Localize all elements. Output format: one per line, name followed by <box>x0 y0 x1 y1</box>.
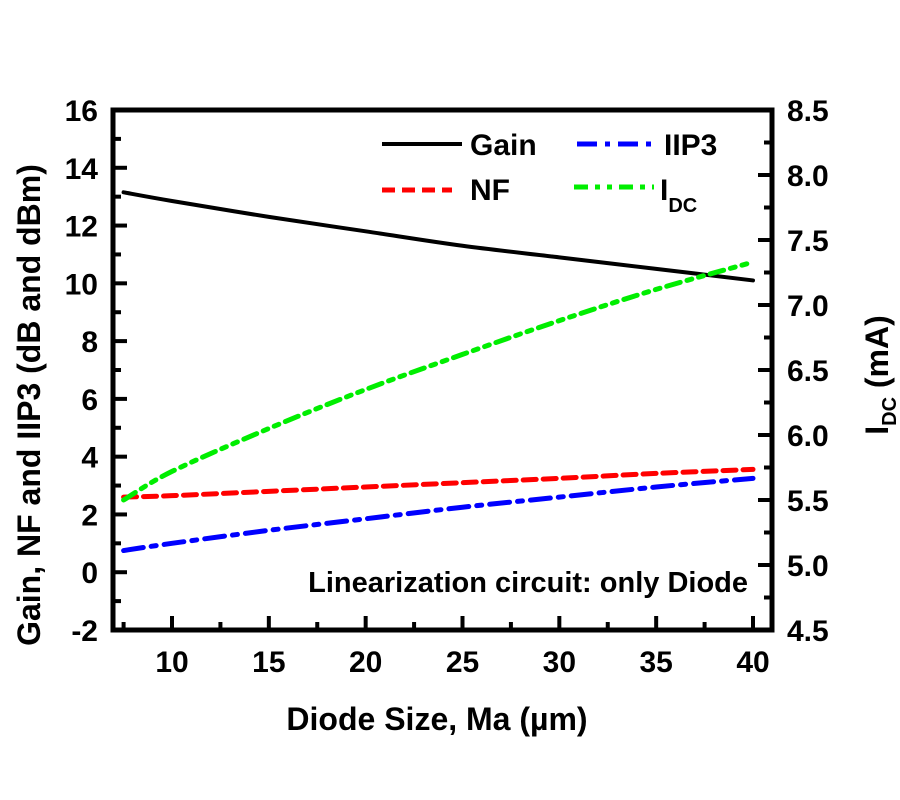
x-tick-label: 15 <box>252 646 285 679</box>
legend-label-idc: IDC <box>660 174 697 217</box>
y-tick-label: 6 <box>81 384 98 417</box>
x-tick-label: 20 <box>349 646 382 679</box>
y2-tick-label: 6.5 <box>787 355 829 388</box>
x-axis-ticks: 10 15 20 25 30 35 40 <box>121 616 770 679</box>
svg-text:IDC (mA): IDC (mA) <box>859 315 900 435</box>
series-layer <box>121 190 756 554</box>
y-axis-title: Gain, NF and IIP3 (dB and dBm) <box>11 164 47 646</box>
y2-tick-label: 7.0 <box>787 290 829 323</box>
series-line-gain <box>121 190 755 283</box>
y2-tick-label: 5.0 <box>787 550 829 583</box>
y2-tick-label: 7.5 <box>787 225 829 258</box>
legend-label-gain: Gain <box>470 129 537 162</box>
y2-axis-title-sub: DC <box>879 397 900 426</box>
series-line-iip3 <box>121 475 756 554</box>
x-tick-label: 25 <box>446 646 479 679</box>
y-tick-label: -2 <box>71 615 98 648</box>
y2-axis-title-unit: (mA) <box>859 315 895 397</box>
legend-label-nf: NF <box>470 174 510 207</box>
y-tick-label: 4 <box>81 442 98 475</box>
y-tick-label: 8 <box>81 326 98 359</box>
y-axis-ticks: -2 0 2 4 6 8 10 12 14 16 <box>65 95 127 648</box>
x-tick-label: 35 <box>639 646 672 679</box>
x-tick-label: 10 <box>155 646 188 679</box>
legend-label-idc-sub: DC <box>668 195 697 217</box>
y-tick-label: 2 <box>81 499 98 532</box>
y2-tick-label: 8.5 <box>787 95 829 128</box>
y2-axis-title: IDC (mA) <box>859 315 900 435</box>
y-tick-label: 0 <box>81 557 98 590</box>
y-tick-label: 16 <box>65 95 98 128</box>
x-tick-label: 40 <box>736 646 769 679</box>
legend-label-iip3: IIP3 <box>664 129 717 162</box>
x-axis-title: Diode Size, Ma (µm) <box>286 701 587 737</box>
y2-axis-ticks: 4.5 5.0 5.5 6.0 6.5 7.0 7.5 8.0 8.5 <box>758 95 829 648</box>
y2-tick-label: 5.5 <box>787 485 829 518</box>
y2-tick-label: 8.0 <box>787 160 829 193</box>
annotation: Linearization circuit: only Diode <box>308 567 748 599</box>
legend: Gain IIP3 NF IDC <box>382 129 717 217</box>
y-tick-label: 10 <box>65 268 98 301</box>
y2-axis-title-main: I <box>859 426 895 435</box>
y2-tick-label: 6.0 <box>787 420 829 453</box>
x-tick-label: 30 <box>543 646 576 679</box>
y-tick-label: 12 <box>65 211 98 244</box>
series-line-idc <box>121 259 756 503</box>
y2-tick-label: 4.5 <box>787 615 829 648</box>
series-line-nf <box>121 466 756 500</box>
legend-label-idc-main: I <box>660 174 668 207</box>
y-tick-label: 14 <box>65 153 99 186</box>
